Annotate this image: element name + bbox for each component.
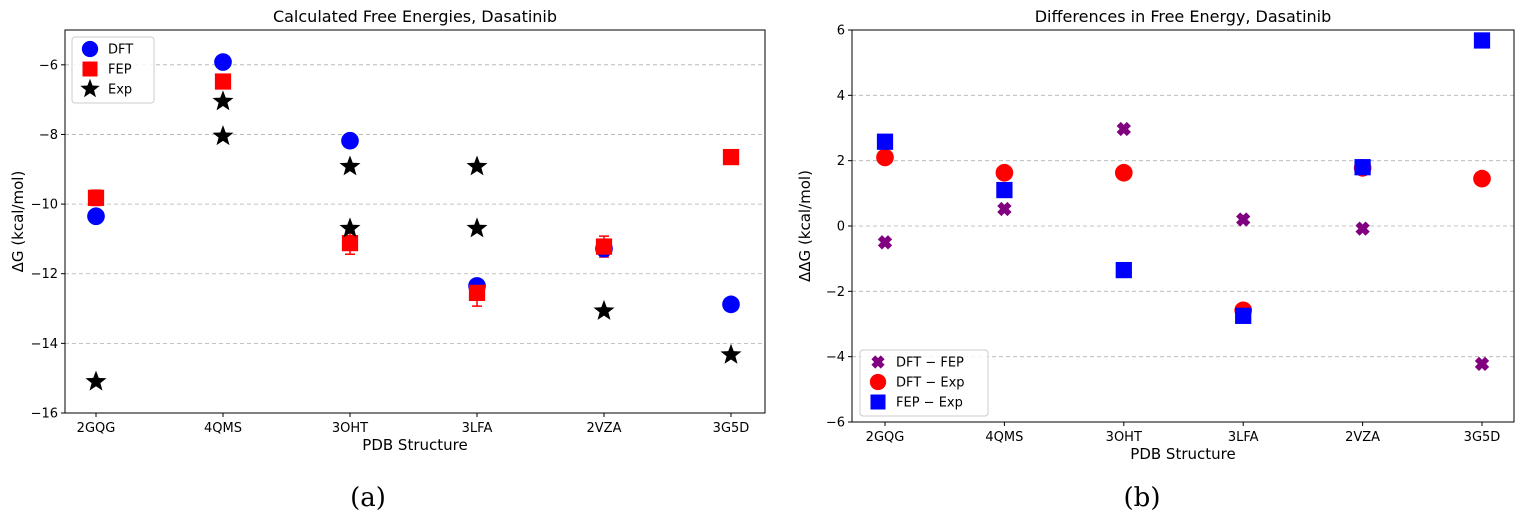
chart-a-point-exp <box>339 155 361 176</box>
chart-a-point-fep <box>468 284 486 302</box>
chart-a-point-exp <box>212 125 234 146</box>
chart-b-point-fep-exp <box>876 133 894 150</box>
chart-b-point-dft-fep <box>997 201 1012 217</box>
chart-b-legend <box>859 349 989 417</box>
chart-a-point-fep <box>214 73 232 90</box>
chart-a-point-fep <box>341 234 359 252</box>
chart-b-xtick-label: 2GQG <box>866 430 905 445</box>
chart-a-xtick-label: 4QMS <box>204 421 242 436</box>
chart-a-legend-marker-dft <box>81 40 99 58</box>
chart-a-point-dft <box>722 295 740 314</box>
chart-b-ytick-label: 6 <box>837 24 845 39</box>
chart-b-point-dft-fep <box>1355 221 1370 236</box>
chart-a-point-exp <box>339 217 361 238</box>
chart-b-point-fep-exp <box>1115 261 1132 279</box>
chart-b-xtick-label: 3LFA <box>1228 430 1259 445</box>
chart-a-legend-label: Exp <box>108 83 132 98</box>
chart-b-ytick-label: −6 <box>826 416 845 431</box>
chart-b-point-dft-exp <box>995 163 1014 182</box>
chart-a-legend-label: DFT <box>108 43 133 58</box>
chart-a-legend-marker-fep <box>82 61 98 77</box>
chart-a-ytick-label: −8 <box>39 128 58 143</box>
chart-a-xtick-label: 2VZA <box>587 421 622 436</box>
chart-b-point-dft-fep <box>1236 212 1251 227</box>
chart-a-xtick-label: 3OHT <box>332 421 368 436</box>
chart-a-point-exp <box>466 217 488 238</box>
chart-b-ytick-label: −2 <box>826 285 845 300</box>
chart-b-ytick-label: 4 <box>837 89 845 104</box>
chart-a-legend-marker-exp <box>80 78 100 98</box>
chart-b-legend-label: DFT − Exp <box>896 376 965 391</box>
chart-b-point-dft-exp <box>876 148 894 167</box>
chart-b-legend-label: FEP − Exp <box>896 396 963 411</box>
chart-b-ylabel: ΔΔG (kcal/mol) <box>796 170 814 282</box>
chart-b-point-fep-exp <box>1235 307 1252 324</box>
chart-b-ytick-label: 0 <box>837 220 845 235</box>
chart-a-point-exp <box>466 155 488 176</box>
chart-b-point-dft-exp <box>1473 169 1491 188</box>
chart-a-ytick-label: −10 <box>31 198 58 213</box>
chart-a-ytick-label: −14 <box>31 337 58 352</box>
chart-a-point-exp <box>85 370 107 391</box>
chart-a-ytick-label: −12 <box>31 267 58 282</box>
chart-b-caption: (b) <box>1124 483 1161 513</box>
chart-a-xtick-label: 3G5D <box>713 421 750 436</box>
chart-a-plot-frame <box>64 29 766 414</box>
chart-b-legend-marker-dft-fep <box>871 355 885 369</box>
chart-b-legend-label: DFT − FEP <box>896 356 964 371</box>
chart-a-xtick-label: 3LFA <box>462 421 493 436</box>
chart-a-point-exp <box>212 90 234 111</box>
chart-a-ytick-label: −16 <box>31 407 58 422</box>
chart-a-legend-label: FEP <box>108 63 132 78</box>
chart-b-ytick-label: −4 <box>826 350 845 365</box>
chart-a-xtick-label: 2GQG <box>77 421 116 436</box>
chart-b-legend-marker-fep-exp <box>870 394 886 410</box>
chart-a-title: Calculated Free Energies, Dasatinib <box>273 7 557 26</box>
chart-a-point-fep <box>87 189 105 206</box>
chart-b-point-fep-exp <box>1473 32 1491 49</box>
chart-b-ytick-label: 2 <box>837 154 845 169</box>
chart-a-ytick-label: −6 <box>39 58 58 73</box>
chart-a-point-fep <box>595 238 613 255</box>
chart-b-point-dft-exp <box>1114 163 1133 182</box>
chart-b-xtick-label: 4QMS <box>985 430 1023 445</box>
chart-a-caption: (a) <box>350 483 386 513</box>
chart-b-point-fep-exp <box>1354 159 1371 176</box>
chart-a-point-dft <box>87 207 105 226</box>
chart-a-xlabel: PDB Structure <box>362 436 467 454</box>
chart-a-point-dft <box>341 131 359 150</box>
chart-a-point-exp <box>720 343 742 364</box>
chart-b-xtick-label: 2VZA <box>1345 430 1380 445</box>
chart-a-point-dft <box>214 53 232 71</box>
chart-b-point-dft-fep <box>877 235 893 250</box>
chart-b-xlabel: PDB Structure <box>1130 445 1235 463</box>
chart-b-xtick-label: 3OHT <box>1106 430 1142 445</box>
chart-a-point-exp <box>593 299 615 320</box>
chart-a-point-fep <box>722 148 740 166</box>
chart-b-point-dft-fep <box>1474 356 1490 372</box>
chart-b-xtick-label: 3G5D <box>1464 430 1501 445</box>
chart-a-ylabel: ΔG (kcal/mol) <box>9 171 27 273</box>
chart-b-legend-marker-dft-exp <box>869 373 887 391</box>
chart-b-point-fep-exp <box>996 181 1013 199</box>
chart-b-title: Differences in Free Energy, Dasatinib <box>1035 7 1332 26</box>
chart-b-point-dft-fep <box>1116 121 1131 137</box>
